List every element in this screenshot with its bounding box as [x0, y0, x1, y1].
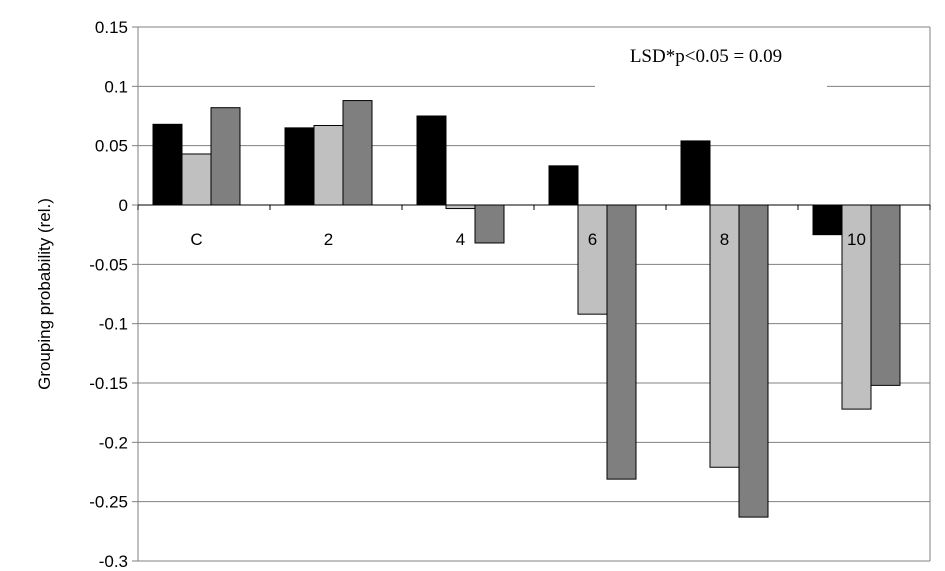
bar-series-2-4	[445, 204, 476, 210]
y-tick-label: -0.25	[89, 493, 128, 512]
bar-series-1-C	[152, 123, 183, 206]
bar-series-1-4	[416, 115, 447, 206]
bar-series-3-2	[342, 100, 373, 206]
y-tick-label: -0.05	[89, 255, 128, 274]
y-tick-label: -0.15	[89, 374, 128, 393]
gridlines	[138, 26, 930, 562]
bar-series-1-2	[284, 127, 315, 206]
category-label: C	[190, 230, 202, 249]
y-tick-label: 0.15	[95, 18, 128, 37]
category-label: 10	[847, 230, 866, 249]
bar-series-1-8	[680, 140, 711, 206]
bar-series-3-10	[870, 204, 901, 386]
lsd-annotation: LSD*p<0.05 = 0.09	[630, 46, 782, 67]
y-tick-label: -0.1	[99, 315, 128, 334]
y-tick-label: -0.3	[99, 552, 128, 571]
bar-series-3-4	[474, 204, 505, 244]
bar-series-1-6	[548, 165, 579, 206]
bar-series-1-10	[812, 204, 843, 236]
bar-series-2-10	[841, 204, 872, 410]
y-tick-label: 0	[119, 196, 128, 215]
plot-frame	[137, 27, 931, 561]
bars	[152, 100, 901, 518]
bar-series-3-6	[606, 204, 637, 480]
category-label: 8	[720, 230, 729, 249]
bar-series-2-6	[577, 204, 608, 315]
y-tick-label: -0.2	[99, 433, 128, 452]
category-label: 6	[588, 230, 597, 249]
bar-series-2-C	[181, 153, 212, 206]
bar-series-2-8	[709, 204, 740, 468]
bar-series-3-C	[210, 107, 241, 206]
bar-series-2-2	[313, 124, 344, 206]
bar-series-3-8	[738, 204, 769, 518]
category-labels: C 2 4 6 8 10	[190, 230, 866, 249]
category-label: 2	[324, 230, 333, 249]
y-tick-label: 0.05	[95, 137, 128, 156]
y-axis-title: Grouping probability (rel.)	[35, 198, 54, 390]
y-tick-label: 0.1	[104, 77, 128, 96]
y-axis-ticks: 0.15 0.1 0.05 0 -0.05 -0.1 -0.15 -0.2 -0.25 -0.3	[89, 18, 138, 571]
category-label: 4	[456, 230, 465, 249]
annotation-background	[595, 40, 827, 92]
